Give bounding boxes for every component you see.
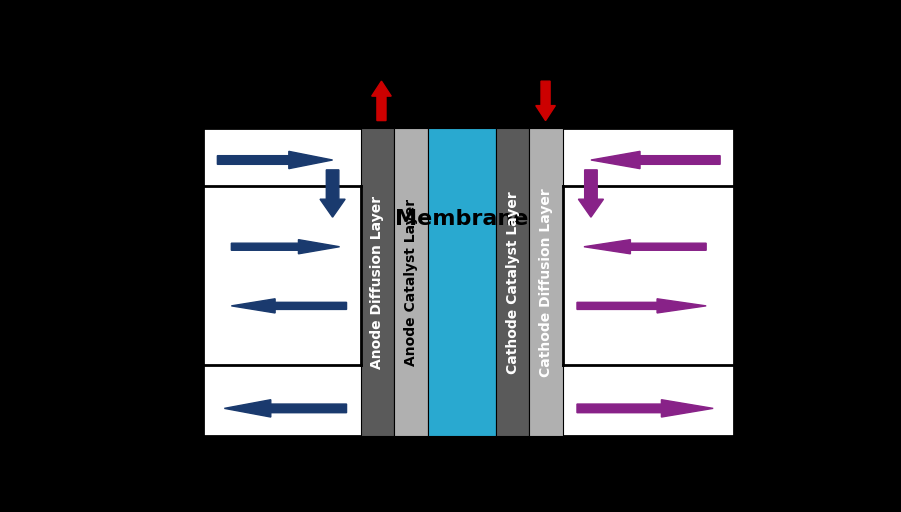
Text: Membrane: Membrane [395, 209, 529, 229]
FancyArrow shape [232, 299, 347, 313]
Bar [496, 129, 530, 436]
Bar [428, 129, 496, 436]
FancyArrow shape [577, 400, 714, 417]
FancyArrow shape [372, 81, 391, 121]
Bar [530, 129, 563, 436]
Text: Anode Catalyst Layer: Anode Catalyst Layer [404, 199, 418, 366]
Text: Anode Diffusion Layer: Anode Diffusion Layer [370, 196, 384, 369]
Bar [360, 129, 394, 436]
FancyArrow shape [217, 152, 332, 168]
FancyArrow shape [591, 152, 720, 168]
Bar [204, 129, 734, 436]
Text: Cathode Catalyst Layer: Cathode Catalyst Layer [505, 191, 520, 374]
FancyArrow shape [232, 240, 340, 254]
FancyArrow shape [577, 299, 706, 313]
Text: Cathode Diffusion Layer: Cathode Diffusion Layer [540, 188, 553, 377]
FancyArrow shape [578, 170, 604, 217]
Bar [394, 129, 428, 436]
FancyArrow shape [536, 81, 555, 121]
FancyArrow shape [584, 240, 706, 254]
FancyArrow shape [224, 400, 347, 417]
FancyArrow shape [320, 170, 345, 217]
